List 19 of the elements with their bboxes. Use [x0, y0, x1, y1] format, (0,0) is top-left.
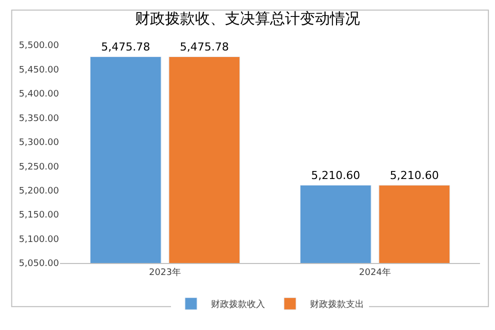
- data-label: 5,475.78: [101, 40, 150, 54]
- data-label: 5,475.78: [180, 40, 229, 54]
- y-tick-label: 5,300.00: [18, 138, 60, 148]
- legend-label: 财政拨款支出: [310, 299, 364, 310]
- data-label: 5,210.60: [311, 169, 360, 182]
- y-tick-label: 5,400.00: [18, 90, 60, 100]
- y-tick-label: 5,150.00: [18, 210, 60, 221]
- y-tick-label: 5,500.00: [18, 41, 60, 52]
- y-tick-label: 5,350.00: [18, 114, 60, 124]
- y-tick-label: 5,200.00: [18, 186, 60, 196]
- data-label: 5,210.60: [390, 169, 439, 182]
- x-tick-label: 2024年: [359, 266, 391, 278]
- y-tick-label: 5,050.00: [18, 259, 60, 270]
- legend-label: 财政拨款收入: [211, 299, 265, 310]
- y-tick-label: 5,100.00: [18, 234, 60, 245]
- y-tick-label: 5,450.00: [18, 65, 60, 76]
- chart-title: 财政拨款收、支决算总计变动情况: [135, 10, 360, 28]
- y-tick-label: 5,250.00: [18, 162, 60, 172]
- x-tick-label: 2023年: [149, 266, 181, 278]
